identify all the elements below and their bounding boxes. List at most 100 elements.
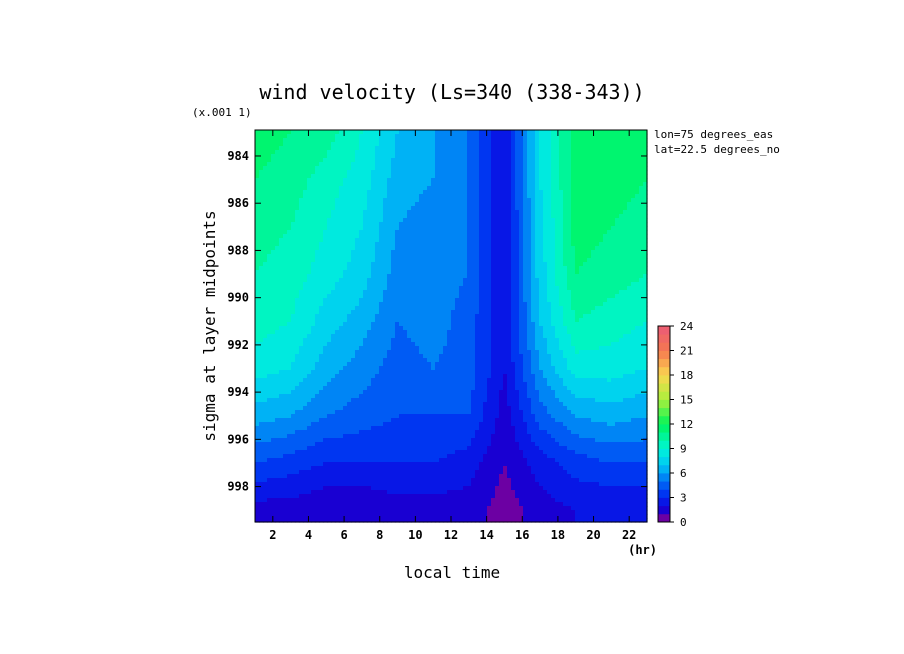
heatmap-cell <box>347 162 352 167</box>
heatmap-cell <box>327 246 332 251</box>
heatmap-cell <box>475 290 480 295</box>
heatmap-cell <box>427 190 432 195</box>
heatmap-cell <box>499 262 504 267</box>
heatmap-cell <box>463 134 468 139</box>
heatmap-cell <box>275 154 280 159</box>
heatmap-cell <box>523 242 528 247</box>
heatmap-cell <box>259 146 264 151</box>
heatmap-cell <box>451 194 456 199</box>
heatmap-cell <box>383 258 388 263</box>
heatmap-cell <box>611 310 616 315</box>
heatmap-cell <box>575 270 580 275</box>
heatmap-cell <box>419 290 424 295</box>
heatmap-cell <box>507 282 512 287</box>
heatmap-cell <box>291 314 296 319</box>
heatmap-cell <box>443 142 448 147</box>
heatmap-cell <box>311 290 316 295</box>
heatmap-cell <box>467 258 472 263</box>
heatmap-cell <box>455 258 460 263</box>
heatmap-cell <box>475 294 480 299</box>
heatmap-cell <box>559 278 564 283</box>
heatmap-cell <box>455 218 460 223</box>
heatmap-cell <box>511 150 516 155</box>
heatmap-cell <box>359 318 364 323</box>
heatmap-cell <box>455 182 460 187</box>
heatmap-cell <box>279 162 284 167</box>
heatmap-cell <box>563 214 568 219</box>
heatmap-cell <box>455 238 460 243</box>
heatmap-cell <box>607 170 612 175</box>
heatmap-cell <box>403 242 408 247</box>
heatmap-cell <box>639 298 644 303</box>
heatmap-cell <box>307 226 312 231</box>
heatmap-cell <box>555 258 560 263</box>
heatmap-cell <box>575 142 580 147</box>
heatmap-cell <box>443 242 448 247</box>
heatmap-cell <box>327 310 332 315</box>
heatmap-cell <box>271 146 276 151</box>
heatmap-cell <box>411 290 416 295</box>
heatmap-cell <box>299 218 304 223</box>
heatmap-cell <box>447 270 452 275</box>
heatmap-cell <box>375 294 380 299</box>
heatmap-cell <box>575 274 580 279</box>
heatmap-cell <box>335 278 340 283</box>
heatmap-cell <box>411 222 416 227</box>
heatmap-cell <box>463 218 468 223</box>
heatmap-cell <box>539 186 544 191</box>
heatmap-cell <box>295 262 300 267</box>
heatmap-cell <box>515 234 520 239</box>
heatmap-cell <box>367 270 372 275</box>
heatmap-cell <box>639 262 644 267</box>
heatmap-cell <box>603 194 608 199</box>
heatmap-cell <box>367 238 372 243</box>
heatmap-cell <box>343 306 348 311</box>
heatmap-cell <box>463 298 468 303</box>
heatmap-cell <box>435 278 440 283</box>
heatmap-cell <box>375 130 380 135</box>
heatmap-cell <box>427 194 432 199</box>
heatmap-cell <box>279 250 284 255</box>
heatmap-cell <box>295 306 300 311</box>
heatmap-cell <box>591 194 596 199</box>
heatmap-cell <box>607 290 612 295</box>
heatmap-cell <box>339 318 344 323</box>
heatmap-cell <box>263 158 268 163</box>
heatmap-cell <box>491 274 496 279</box>
heatmap-cell <box>415 214 420 219</box>
heatmap-cell <box>255 150 260 155</box>
heatmap-cell <box>619 290 624 295</box>
heatmap-cell <box>575 298 580 303</box>
heatmap-cell <box>507 226 512 231</box>
heatmap-cell <box>383 214 388 219</box>
heatmap-cell <box>631 222 636 227</box>
heatmap-cell <box>539 278 544 283</box>
heatmap-cell <box>583 310 588 315</box>
heatmap-cell <box>511 162 516 167</box>
heatmap-cell <box>599 278 604 283</box>
heatmap-cell <box>579 162 584 167</box>
heatmap-cell <box>255 166 260 171</box>
heatmap-cell <box>531 302 536 307</box>
heatmap-cell <box>395 178 400 183</box>
heatmap-cell <box>539 318 544 323</box>
annotation-lat: lat=22.5 degrees_no <box>654 143 780 156</box>
heatmap-cell <box>599 234 604 239</box>
heatmap-cell <box>327 270 332 275</box>
heatmap-cell <box>635 230 640 235</box>
heatmap-cell <box>491 198 496 203</box>
heatmap-cell <box>415 150 420 155</box>
heatmap-cell <box>327 254 332 259</box>
heatmap-cell <box>307 146 312 151</box>
heatmap-cell <box>379 302 384 307</box>
heatmap-cell <box>379 326 384 331</box>
heatmap-cell <box>423 158 428 163</box>
heatmap-cell <box>427 222 432 227</box>
heatmap-cell <box>499 314 504 319</box>
heatmap-cell <box>267 186 272 191</box>
heatmap-cell <box>431 134 436 139</box>
heatmap-cell <box>379 214 384 219</box>
heatmap-cell <box>415 266 420 271</box>
heatmap-cell <box>275 242 280 247</box>
heatmap-cell <box>303 326 308 331</box>
